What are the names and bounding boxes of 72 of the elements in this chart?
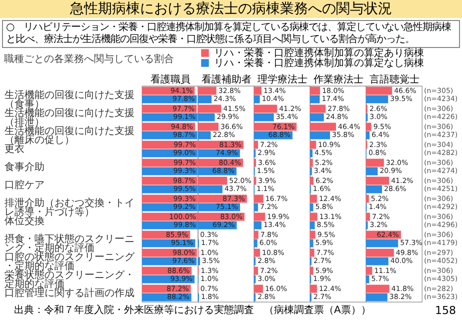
bar bbox=[366, 86, 392, 95]
chart-title: 理学療法士 bbox=[258, 74, 308, 86]
bar bbox=[366, 95, 388, 104]
bar bbox=[310, 113, 324, 122]
y-tick-label: 更衣 bbox=[4, 143, 24, 155]
bar bbox=[310, 212, 318, 221]
bar bbox=[310, 230, 316, 239]
bar bbox=[366, 266, 372, 275]
bar bbox=[366, 167, 378, 176]
text: 職種ごとの各業務へ関与している割合 bbox=[4, 52, 174, 66]
bar bbox=[310, 284, 317, 293]
bar bbox=[142, 239, 196, 248]
bar bbox=[366, 212, 370, 221]
bar bbox=[254, 284, 263, 293]
bar bbox=[310, 140, 316, 149]
bar bbox=[254, 140, 258, 149]
bar bbox=[198, 122, 218, 131]
bar bbox=[310, 158, 313, 167]
bar bbox=[366, 158, 384, 167]
bar bbox=[310, 266, 314, 275]
bar bbox=[254, 212, 266, 221]
bar bbox=[366, 131, 370, 140]
bar bbox=[366, 176, 390, 185]
bar bbox=[254, 203, 258, 212]
bar bbox=[310, 149, 313, 158]
bar bbox=[310, 176, 314, 185]
y-tick-label: 体位交換 bbox=[4, 215, 44, 227]
bar bbox=[366, 257, 388, 266]
bar bbox=[310, 239, 314, 248]
bar bbox=[366, 194, 369, 203]
bar bbox=[254, 104, 278, 113]
bar bbox=[366, 275, 370, 284]
chart-title: 作業療法士 bbox=[312, 74, 364, 86]
y-tick-label: 口腔管理に関する計画の作成 bbox=[4, 287, 134, 299]
bar bbox=[310, 86, 320, 95]
legend-label: リハ・栄養・口腔連携体制加算の算定なし病棟 bbox=[214, 57, 424, 69]
bar bbox=[254, 113, 274, 122]
source-note: 出典：令和７年度入院・外来医療等における実態調査 （病棟調査票（A票）） bbox=[14, 304, 371, 317]
y-tick-label: 口腔ケア bbox=[4, 179, 44, 191]
text: 急性期病棟における療法士の病棟業務への関与状況 bbox=[0, 0, 462, 18]
bar bbox=[310, 131, 330, 140]
bar bbox=[254, 248, 260, 257]
chart-title: 言語聴覚士 bbox=[370, 74, 420, 86]
bar bbox=[310, 194, 317, 203]
bar bbox=[310, 203, 314, 212]
bar bbox=[254, 239, 258, 248]
text: 158 bbox=[435, 304, 456, 317]
bar bbox=[366, 185, 382, 194]
bar bbox=[254, 95, 260, 104]
bar bbox=[310, 248, 314, 257]
legend-label: リハ・栄養・口腔連携体制加算の算定あり病棟 bbox=[214, 47, 424, 59]
bar bbox=[366, 284, 390, 293]
bar bbox=[366, 122, 372, 131]
bar bbox=[310, 104, 326, 113]
chart-title: 看護職員 bbox=[150, 74, 190, 86]
bar bbox=[254, 266, 258, 275]
bar bbox=[366, 239, 398, 248]
bar bbox=[366, 248, 394, 257]
bar bbox=[366, 293, 388, 302]
bar bbox=[254, 230, 258, 239]
bar bbox=[310, 95, 320, 104]
bar bbox=[254, 86, 262, 95]
y-tick-label: 食事介助 bbox=[4, 161, 44, 173]
bar bbox=[142, 86, 195, 95]
bar bbox=[254, 221, 262, 230]
bar bbox=[142, 284, 191, 293]
bar bbox=[310, 221, 315, 230]
bar bbox=[198, 86, 216, 95]
bar bbox=[310, 122, 336, 131]
chart-title: 看護補助者 bbox=[202, 74, 252, 86]
bar bbox=[254, 194, 264, 203]
text: ○ リハビリテーション・栄養・口腔連携体制加算を算定している病棟では、算定していない急性期病棟と比べ、療法士が生活機能の回復や栄養・口腔状態に係る項目へ関与している割合が高かった。 bbox=[2, 20, 460, 48]
